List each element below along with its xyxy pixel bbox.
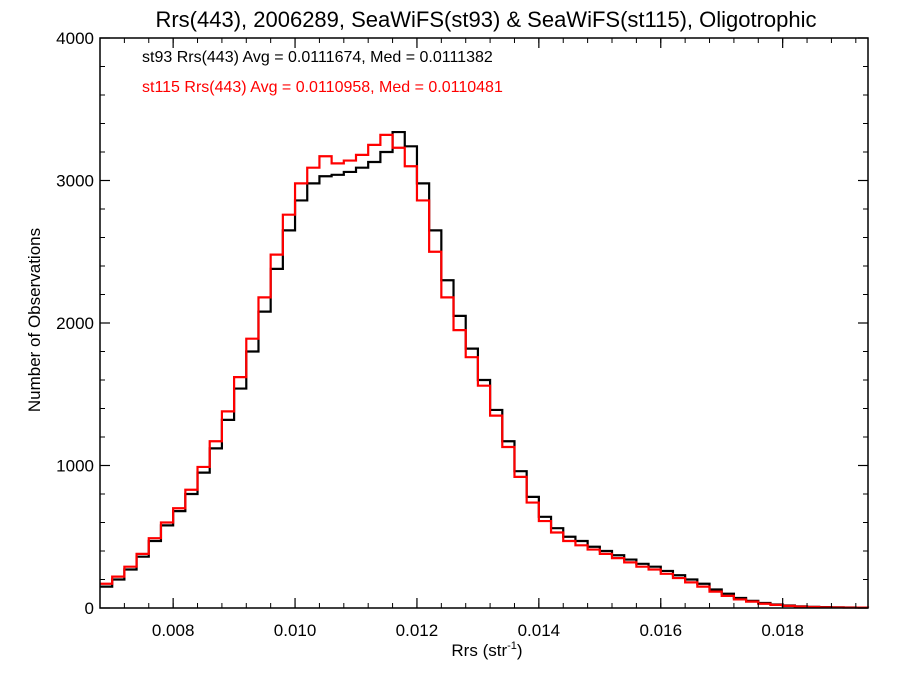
ticks-layer: 0.008 0.010 0.012 0.014 0.016 0.018 0 1000 2000 3… — [56, 29, 868, 640]
legend-st93: st93 Rrs(443) Avg = 0.0111674, Med = 0.0… — [142, 49, 493, 66]
plot-frame — [99, 37, 869, 609]
chart-title: Rrs(443), 2006289, SeaWiFS(st93) & SeaWi… — [155, 7, 816, 32]
x-tick-label: 0.008 — [152, 621, 195, 640]
legend-st115: st115 Rrs(443) Avg = 0.0110958, Med = 0.… — [142, 79, 503, 96]
x-tick-label: 0.018 — [761, 621, 804, 640]
x-axis-label: Rrs (str-1) — [451, 640, 522, 660]
x-tick-label: 0.014 — [518, 621, 561, 640]
series-line-1 — [100, 133, 870, 609]
x-axis-label-suffix: ) — [517, 641, 523, 660]
y-tick-label: 1000 — [56, 457, 94, 476]
x-tick-label: 0.010 — [274, 621, 317, 640]
x-axis-label-exponent: -1 — [507, 640, 517, 652]
y-tick-label: 2000 — [56, 314, 94, 333]
series-layer — [100, 130, 870, 609]
y-tick-label: 4000 — [56, 29, 94, 48]
series-line-0 — [100, 130, 868, 609]
y-tick-label: 3000 — [56, 172, 94, 191]
x-tick-label: 0.016 — [639, 621, 682, 640]
x-axis-label-main: Rrs (str — [451, 641, 507, 660]
y-tick-label: 0 — [85, 599, 94, 618]
y-axis-label: Number of Observations — [25, 228, 44, 412]
x-tick-label: 0.012 — [396, 621, 439, 640]
